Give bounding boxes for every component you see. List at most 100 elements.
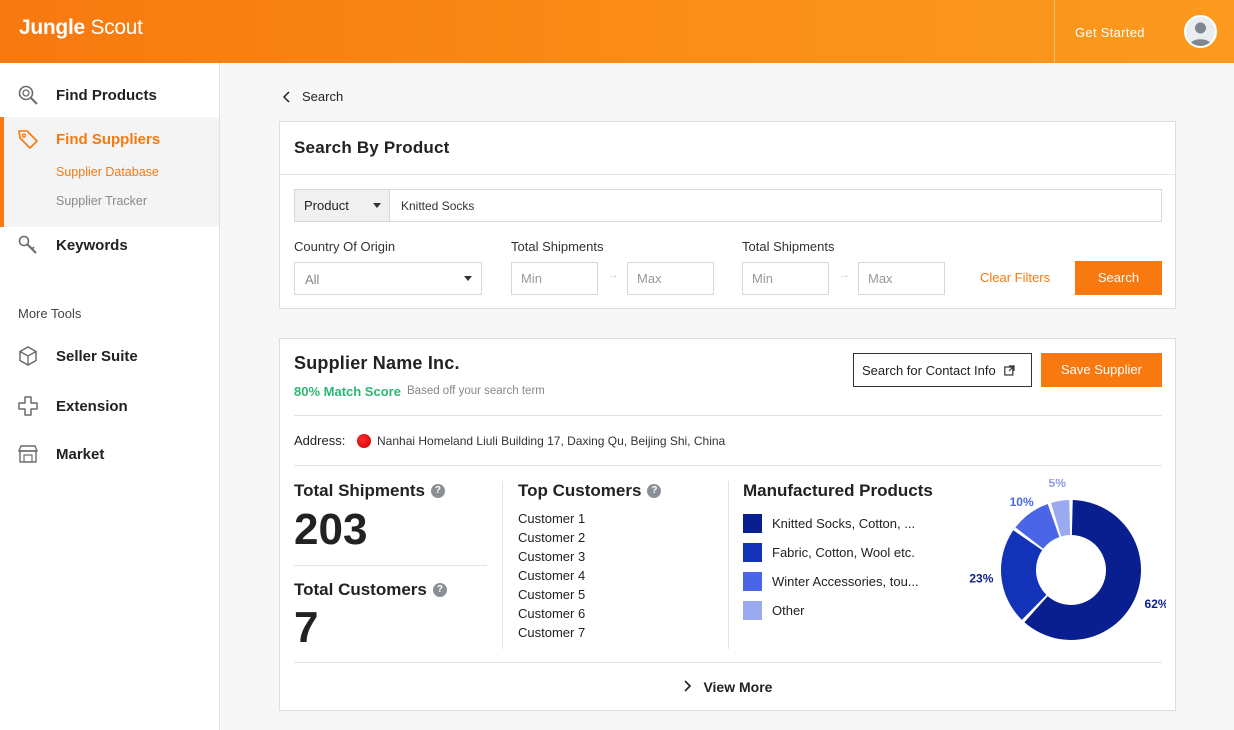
customer-item[interactable]: Customer 3	[518, 549, 586, 564]
sidebar-item-find-suppliers[interactable]: Find Suppliers	[0, 119, 219, 159]
customer-item[interactable]: Customer 7	[518, 625, 586, 640]
manufactured-products-title: Manufactured Products	[743, 481, 933, 500]
sidebar-item-keywords[interactable]: Keywords	[0, 225, 219, 265]
get-started-link[interactable]: Get Started	[1075, 25, 1145, 40]
top-header: Jungle Scout Get Started	[0, 0, 1234, 63]
shipments-label-2: Total Shipments	[742, 239, 835, 254]
user-avatar-icon	[1189, 22, 1212, 46]
donut-slice[interactable]	[1015, 503, 1060, 549]
supplier-name: Supplier Name Inc.	[294, 353, 460, 373]
external-link-icon	[1003, 364, 1015, 376]
caret-down-icon	[464, 276, 472, 281]
search-type-dropdown[interactable]: Product	[295, 190, 390, 221]
sidebar-item-label: Seller Suite	[56, 347, 138, 365]
customer-item[interactable]: Customer 5	[518, 587, 586, 602]
more-tools-heading: More Tools	[18, 306, 82, 321]
save-supplier-button[interactable]: Save Supplier	[1041, 353, 1162, 387]
product-search-input[interactable]	[391, 190, 1161, 221]
search-button[interactable]: Search	[1075, 261, 1162, 295]
sidebar-subitem-supplier-database[interactable]: Supplier Database	[56, 165, 159, 179]
legend-item: Fabric, Cotton, Wool etc.	[743, 543, 915, 562]
divider	[294, 662, 1162, 663]
donut-slice[interactable]	[1001, 530, 1047, 620]
donut-value-label: 23%	[969, 571, 993, 585]
view-more-label: View More	[703, 679, 773, 695]
arrow-right-icon: →	[839, 269, 850, 281]
sidebar-item-label: Extension	[56, 397, 128, 415]
search-panel: Search By Product Product Country Of Ori…	[279, 121, 1176, 309]
customer-item[interactable]: Customer 1	[518, 511, 586, 526]
sidebar-item-label: Market	[56, 445, 105, 463]
country-select-value: All	[305, 272, 320, 287]
address-label: Address:	[294, 433, 346, 448]
total-shipments-value: 203	[294, 505, 368, 554]
contact-button-label: Search for Contact Info	[862, 362, 996, 378]
sidebar-item-market[interactable]: Market	[0, 434, 219, 474]
country-label: Country Of Origin	[294, 239, 396, 254]
sidebar-section-find-suppliers: Find Suppliers Supplier Database Supplie…	[0, 117, 219, 227]
help-icon[interactable]: ?	[430, 484, 445, 498]
supplier-card: Supplier Name Inc. 80% Match Score Based…	[279, 338, 1176, 711]
shipments-min-input-2[interactable]	[742, 262, 829, 295]
legend-label: Other	[772, 603, 805, 618]
sidebar-item-label: Find Products	[56, 86, 157, 104]
help-icon[interactable]: ?	[432, 583, 447, 597]
sidebar-subitem-supplier-tracker[interactable]: Supplier Tracker	[56, 194, 148, 208]
chevron-right-icon	[683, 680, 691, 692]
match-score-note: Based off your search term	[407, 385, 545, 397]
sidebar-item-label: Keywords	[56, 236, 128, 254]
search-type-value: Product	[304, 198, 349, 213]
view-more-button[interactable]: View More	[280, 679, 1175, 695]
total-customers-label: Total Customers	[294, 580, 427, 599]
customer-item[interactable]: Customer 6	[518, 606, 586, 621]
sidebar-item-label: Find Suppliers	[56, 130, 161, 148]
sidebar-item-find-products[interactable]: Find Products	[0, 75, 219, 115]
legend-swatch	[743, 601, 762, 620]
donut-slice[interactable]	[1024, 500, 1141, 640]
chevron-left-icon	[282, 90, 290, 103]
logo[interactable]: Jungle Scout	[19, 16, 143, 40]
clear-filters-link[interactable]: Clear Filters	[980, 270, 1051, 285]
breadcrumb-label: Search	[302, 89, 344, 104]
shipments-max-input-1[interactable]	[627, 262, 714, 295]
shipments-max-input-2[interactable]	[858, 262, 945, 295]
top-customers-title: Top Customers ?	[518, 481, 662, 501]
total-shipments-title: Total Shipments ?	[294, 481, 445, 501]
help-icon[interactable]: ?	[647, 484, 662, 498]
country-select[interactable]: All	[294, 262, 482, 295]
legend-item: Winter Accessories, tou...	[743, 572, 919, 591]
keywords-icon	[18, 235, 37, 254]
active-indicator	[0, 117, 4, 227]
column-divider	[502, 481, 503, 649]
header-divider	[1054, 0, 1055, 63]
total-customers-title: Total Customers ?	[294, 580, 447, 600]
avatar[interactable]	[1184, 15, 1217, 48]
extension-icon	[18, 396, 38, 416]
legend-swatch	[743, 543, 762, 562]
manufactured-products-donut-chart: 62% 23% 10% 5%	[969, 479, 1166, 640]
shipments-min-input-1[interactable]	[511, 262, 598, 295]
donut-value-label: 5%	[1049, 479, 1067, 490]
divider	[294, 565, 487, 566]
sidebar-item-seller-suite[interactable]: Seller Suite	[0, 336, 219, 376]
customer-item[interactable]: Customer 4	[518, 568, 586, 583]
arrow-right-icon: →	[608, 269, 619, 281]
seller-suite-icon	[19, 346, 37, 366]
sidebar-item-extension[interactable]: Extension	[0, 386, 219, 426]
sidebar: Find Products Find Suppliers Supplier Da…	[0, 63, 220, 730]
customer-item[interactable]: Customer 2	[518, 530, 586, 545]
address-value: Nanhai Homeland Liuli Building 17, Daxin…	[377, 434, 726, 448]
logo-light-text: Scout	[90, 16, 143, 39]
breadcrumb-back[interactable]: Search	[282, 89, 343, 104]
search-contact-info-button[interactable]: Search for Contact Info	[853, 353, 1032, 387]
legend-label: Winter Accessories, tou...	[772, 574, 919, 589]
divider	[294, 415, 1162, 416]
market-icon	[17, 445, 39, 463]
legend-swatch	[743, 514, 762, 533]
search-panel-title: Search By Product	[294, 138, 450, 157]
find-products-icon	[18, 85, 38, 105]
product-search-bar: Product	[294, 189, 1162, 222]
legend-swatch	[743, 572, 762, 591]
legend-item: Other	[743, 601, 805, 620]
donut-slice[interactable]	[1051, 500, 1071, 537]
